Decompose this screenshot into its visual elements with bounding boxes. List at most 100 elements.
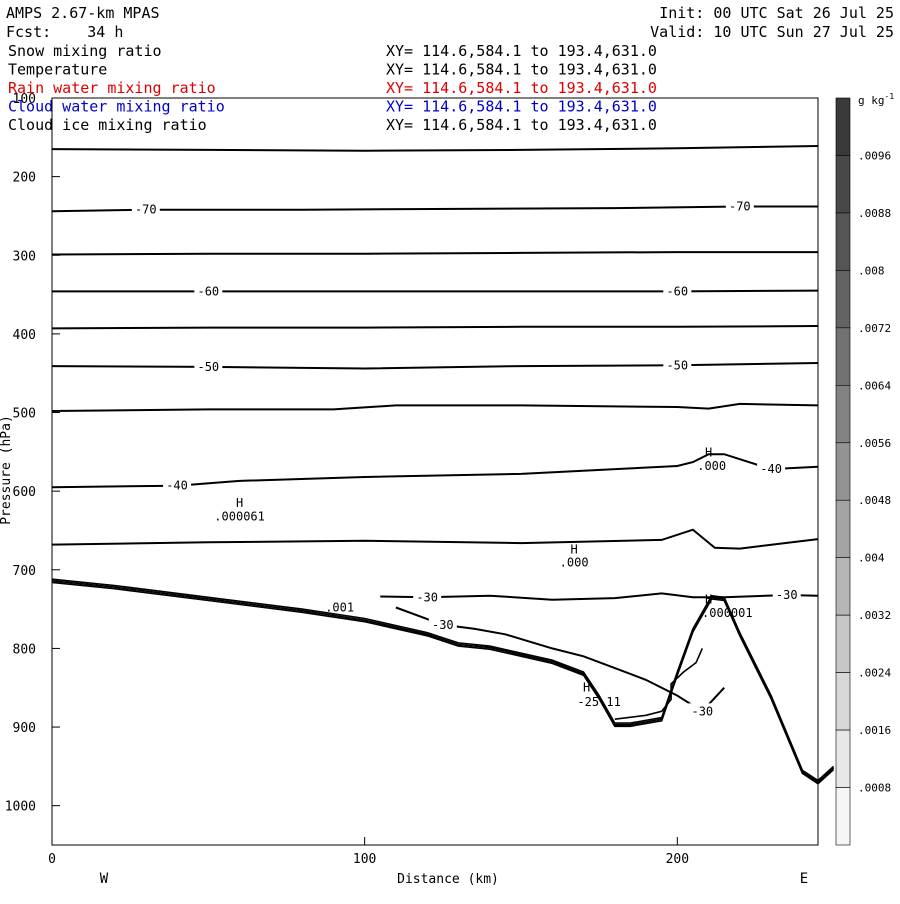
east-label: E (800, 871, 808, 887)
colorbar-tick-label: .0024 (858, 667, 891, 680)
colorbar-swatch (835, 672, 851, 731)
colorbar-swatch (835, 270, 851, 329)
field-xy-range: XY= 114.6,584.1 to 193.4,631.0 (386, 42, 657, 60)
field-xy-range: XY= 114.6,584.1 to 193.4,631.0 (386, 61, 657, 79)
field-xy-range: XY= 114.6,584.1 to 193.4,631.0 (386, 98, 657, 116)
colorbar-tick-label: .0016 (858, 724, 891, 737)
y-tick-label: 900 (13, 721, 36, 736)
colorbar-unit-exponent: -1 (885, 92, 895, 101)
field-xy-range: XY= 114.6,584.1 to 193.4,631.0 (386, 79, 657, 97)
y-tick-label: 300 (13, 249, 36, 264)
colorbar-tick-label: .004 (858, 552, 885, 565)
temperature-contour (51, 362, 819, 370)
y-tick-label: 800 (13, 642, 36, 657)
y-tick-label: 100 (13, 92, 36, 107)
temperature-contour (52, 289, 819, 293)
field-list: Snow mixing ratio XY= 114.6,584.1 to 193.… (8, 42, 657, 134)
temperature-contour (51, 145, 819, 152)
colorbar-tick-label: .0096 (858, 149, 891, 162)
extremum-annotation: .000 (697, 459, 726, 473)
extremum-annotation: .001 (325, 600, 354, 614)
y-tick-label: 400 (13, 328, 36, 343)
colorbar: .0096 .0088 .008 .0072 .0064 .0056 .0048 .004 .0… (835, 92, 894, 846)
colorbar-unit-base: g kg (858, 94, 885, 107)
colorbar-tick-label: .0072 (858, 322, 891, 335)
contour-label: -30 (776, 588, 798, 602)
field-xy-range: XY= 114.6,584.1 to 193.4,631.0 (386, 116, 657, 134)
temperature-contour (51, 325, 819, 330)
colorbar-tick-label: .0064 (858, 379, 891, 392)
contour-label-bg (413, 589, 442, 604)
contour-label: -30 (416, 590, 438, 604)
temperature-contour (380, 592, 819, 601)
colorbar-swatch (835, 557, 851, 616)
contour-label: -40 (166, 479, 188, 493)
x-tick-label: 0 (48, 852, 56, 867)
colorbar-tick-label: .008 (858, 264, 885, 277)
colorbar-swatch (835, 729, 851, 788)
extremum-annotation: .000061 (214, 509, 265, 523)
contour-label-bg (428, 616, 457, 631)
y-tick-label: 600 (13, 485, 36, 500)
model-title: AMPS 2.67-km MPAS (6, 4, 160, 22)
temperature-contour (51, 453, 819, 489)
contour-label-bg (757, 461, 786, 476)
colorbar-swatch (835, 385, 851, 444)
init-time: Init: 00 UTC Sat 26 Jul 25 (659, 4, 894, 22)
forecast-hour: Fcst: 34 h (6, 23, 123, 41)
extremum-annotation: H (583, 681, 590, 695)
contour-label: -30 (432, 618, 454, 632)
colorbar-tick-label: .0032 (858, 609, 891, 622)
extremum-annotation: .000 (560, 556, 589, 570)
plot-frame (51, 97, 819, 846)
colorbar-swatch (835, 327, 851, 386)
x-tick-label: 100 (353, 852, 376, 867)
y-tick-label: 1000 (5, 800, 36, 815)
contour-label: -60 (666, 284, 688, 298)
contour-label-bg (163, 477, 192, 492)
contour-label: -70 (729, 200, 751, 214)
terrain-profile-line (51, 581, 835, 785)
colorbar-tick-label: .0048 (858, 494, 891, 507)
y-tick-label: 200 (13, 171, 36, 186)
contour-label-bg (131, 201, 160, 216)
y-tick-label: 700 (13, 564, 36, 579)
field-name: Rain water mixing ratio (8, 79, 216, 97)
colorbar-swatch (835, 442, 851, 501)
field-name: Cloud water mixing ratio (8, 98, 225, 116)
contour-label-bg (663, 357, 692, 372)
plot-area: 100 200 300 400 500 600 700 800 900 1000 0 100 200 -7… (5, 92, 835, 867)
extremum-annotation: H (571, 542, 578, 556)
colorbar-unit: g kg-1 (858, 92, 894, 107)
colorbar-swatch (835, 787, 851, 846)
extremum-annotation: .000001 (702, 606, 753, 620)
temperature-contour (51, 402, 819, 412)
colorbar-swatch (835, 212, 851, 271)
temperature-contour (51, 251, 818, 256)
colorbar-swatch (835, 155, 851, 214)
colorbar-swatch (835, 614, 851, 673)
contour-label: -60 (197, 284, 219, 298)
cloud-ice-contour (614, 648, 704, 720)
extremum-annotation: -25.11 (577, 695, 620, 709)
colorbar-swatch (835, 499, 851, 558)
field-name: Snow mixing ratio (8, 42, 162, 60)
colorbar-tick-label: .0088 (858, 207, 891, 220)
x-tick-label: 200 (666, 852, 689, 867)
extremum-annotation: H (705, 593, 712, 607)
x-axis-label: Distance (km) (397, 872, 499, 887)
colorbar-tick-label: .0008 (858, 782, 891, 795)
field-name: Temperature (8, 61, 107, 79)
contour-label-bg (194, 283, 223, 298)
contour-label: -30 (691, 704, 713, 718)
contour-label-bg (688, 703, 717, 718)
field-name: Cloud ice mixing ratio (8, 116, 207, 134)
temperature-contour (51, 205, 818, 213)
west-label: W (100, 871, 109, 887)
extremum-annotation: H (705, 446, 712, 460)
colorbar-tick-label: .0056 (858, 437, 891, 450)
y-axis-label: Pressure (hPa) (0, 415, 14, 525)
contour-label-bg (772, 586, 801, 601)
contour-label-bg (663, 283, 692, 298)
